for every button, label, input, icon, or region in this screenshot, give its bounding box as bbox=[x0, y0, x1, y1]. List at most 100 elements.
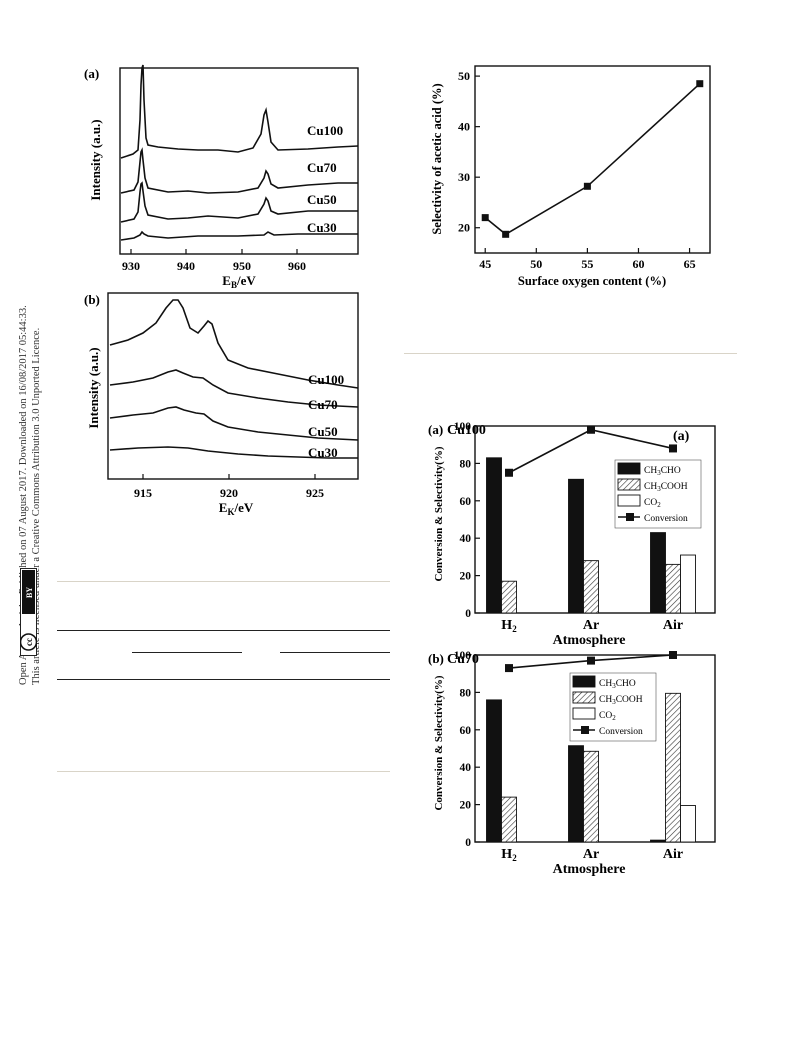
tick-label: 915 bbox=[134, 486, 152, 500]
bar bbox=[680, 554, 696, 614]
data-point bbox=[583, 182, 591, 190]
legend-marker bbox=[581, 726, 589, 734]
bar bbox=[650, 532, 666, 614]
curve-label: Cu50 bbox=[307, 192, 337, 207]
divider bbox=[57, 771, 390, 772]
table-rule bbox=[132, 652, 242, 653]
x-ticks bbox=[130, 249, 298, 254]
x-tick-label: 60 bbox=[632, 257, 644, 271]
x-axis-label: Atmosphere bbox=[553, 862, 626, 877]
by-label: BY bbox=[25, 587, 34, 598]
category-label: Ar bbox=[583, 847, 599, 862]
tick-label: 925 bbox=[306, 486, 324, 500]
tick-label: 950 bbox=[233, 259, 251, 273]
bar bbox=[501, 580, 517, 614]
data-point bbox=[502, 230, 510, 238]
tick-label: 960 bbox=[288, 259, 306, 273]
x-ticks bbox=[142, 474, 316, 479]
conversion-point bbox=[505, 468, 513, 477]
legend-label: CO2 bbox=[599, 711, 616, 722]
cu100-bar-chart: (a) Cu100 (a) Conversion & Selectivity(%… bbox=[428, 421, 716, 648]
curve-label: Cu100 bbox=[308, 372, 344, 387]
legend-swatch bbox=[617, 478, 641, 491]
cc-by-badge[interactable]: cc BY bbox=[20, 568, 37, 656]
spectrum-cu30 bbox=[109, 446, 358, 459]
curve-label: Cu70 bbox=[307, 160, 337, 175]
bar bbox=[665, 563, 681, 614]
category-subscript: 2 bbox=[512, 624, 517, 634]
y-tick-label: 20 bbox=[460, 800, 472, 812]
y-tick-label: 0 bbox=[465, 837, 471, 849]
data-point bbox=[481, 214, 489, 222]
legend-swatch bbox=[617, 462, 641, 475]
panel-label: (b) bbox=[428, 651, 444, 666]
category-label: Air bbox=[663, 847, 683, 862]
legend-swatch bbox=[572, 691, 596, 704]
chart-title: Cu100 bbox=[447, 423, 486, 438]
x-tick-label: 45 bbox=[479, 257, 491, 271]
spectra bbox=[120, 64, 359, 241]
panel-label: (a) bbox=[428, 422, 443, 437]
legend-label: CH3COOH bbox=[599, 695, 643, 706]
y-axis-label: Conversion & Selectivity(%) bbox=[433, 675, 445, 810]
bar bbox=[583, 750, 599, 843]
spectrum-cu70 bbox=[120, 147, 358, 194]
conversion-point bbox=[669, 651, 677, 659]
spectrum-cu50 bbox=[109, 406, 359, 441]
xps-figure: (a) Intensity (a.u.) 930 940 950 960 EB/… bbox=[84, 64, 359, 288]
legend-marker bbox=[626, 513, 634, 521]
x-tick-label: 65 bbox=[684, 257, 696, 271]
x-axis-label: Atmosphere bbox=[553, 633, 626, 648]
curve-label: Cu50 bbox=[308, 424, 338, 439]
panel-label: (b) bbox=[84, 292, 100, 307]
legend-swatch bbox=[572, 707, 596, 720]
table-rule bbox=[280, 652, 390, 653]
plot-frame bbox=[107, 292, 359, 480]
plot-frame bbox=[474, 65, 711, 254]
panel-label: (a) bbox=[84, 66, 99, 81]
cc-icon bbox=[20, 633, 37, 651]
divider bbox=[57, 581, 390, 582]
y-tick-label: 100 bbox=[454, 650, 472, 662]
bar bbox=[665, 692, 681, 843]
auger-figure: (b) Intensity (a.u.) 915 920 925 EK/eV C… bbox=[84, 292, 359, 517]
bar bbox=[583, 560, 599, 614]
legend-label: CH3CHO bbox=[644, 466, 681, 477]
corner-label: (a) bbox=[673, 429, 690, 444]
y-tick-label: 20 bbox=[460, 571, 472, 583]
legend-swatch bbox=[617, 494, 641, 507]
data-point bbox=[696, 80, 704, 88]
selectivity-chart: Selectivity of acetic acid (%) Surface o… bbox=[430, 65, 711, 288]
y-tick-label: 80 bbox=[460, 458, 472, 470]
y-axis-label: Selectivity of acetic acid (%) bbox=[430, 83, 444, 234]
y-tick-label: 50 bbox=[458, 69, 470, 83]
legend-label: CH3COOH bbox=[644, 482, 688, 493]
tick-label: 930 bbox=[122, 259, 140, 273]
bar bbox=[486, 457, 502, 614]
tick-label: 920 bbox=[220, 486, 238, 500]
y-axis-label: Intensity (a.u.) bbox=[86, 347, 101, 428]
x-axis-label: Surface oxygen content (%) bbox=[518, 274, 666, 288]
category-label: H2 bbox=[501, 618, 517, 634]
bar bbox=[650, 839, 666, 843]
y-tick-label: 100 bbox=[454, 421, 472, 433]
category-subscript: 2 bbox=[512, 853, 517, 863]
spectrum-cu100 bbox=[120, 64, 359, 159]
y-tick-label: 80 bbox=[460, 687, 472, 699]
divider bbox=[404, 353, 737, 354]
spectra bbox=[109, 299, 359, 459]
tick-label: 940 bbox=[177, 259, 195, 273]
cc-label: cc bbox=[24, 638, 34, 646]
series-line bbox=[484, 83, 701, 236]
category-label: Ar bbox=[583, 618, 599, 633]
conversion-point bbox=[669, 444, 677, 453]
conversion-point bbox=[587, 656, 595, 665]
cu70-bar-chart: (b) Cu70 Conversion & Selectivity(%) Atm… bbox=[428, 650, 716, 877]
y-tick-label: 60 bbox=[460, 725, 472, 737]
curve-label: Cu30 bbox=[307, 220, 337, 235]
curve-label: Cu70 bbox=[308, 397, 338, 412]
bar bbox=[501, 796, 517, 843]
legend-swatch bbox=[572, 675, 596, 688]
legend-label: Conversion bbox=[644, 514, 688, 524]
curve-label: Cu30 bbox=[308, 445, 338, 460]
